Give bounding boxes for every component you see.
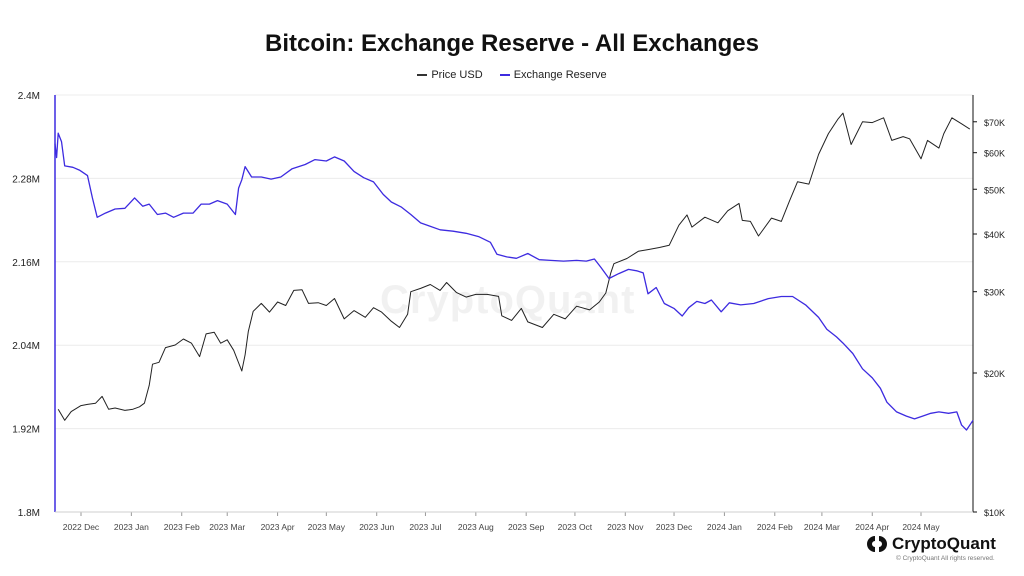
watermark: CryptoQuant [380,278,636,322]
y-left-tick-label: 1.8M [18,508,40,519]
x-tick-label: 2023 Sep [508,522,545,532]
series-line-price [57,112,971,421]
x-tick-label: 2023 Jul [409,522,441,532]
x-tick-label: 2024 Feb [757,522,793,532]
brand-name: CryptoQuant [892,534,996,553]
x-tick-label: 2023 May [308,522,346,532]
x-tick-label: 2023 Jun [359,522,394,532]
brand: CryptoQuant [866,534,996,554]
y-left-tick-label: 2.28M [12,174,40,185]
x-tick-label: 2024 May [902,522,940,532]
y-left-tick-label: 1.92M [12,425,40,436]
y-left-tick-label: 2.16M [12,258,40,269]
x-tick-label: 2023 Oct [558,522,593,532]
y-left-tick-label: 2.04M [12,341,40,352]
x-tick-label: 2023 Jan [114,522,149,532]
y-right-tick-label: $70K [984,118,1005,128]
x-tick-label: 2023 Dec [656,522,693,532]
x-tick-label: 2024 Jan [707,522,742,532]
x-tick-label: 2022 Dec [63,522,100,532]
x-tick-label: 2023 Mar [209,522,245,532]
x-tick-label: 2023 Aug [458,522,494,532]
series-line-reserve [54,132,974,431]
x-tick-label: 2024 Apr [855,522,889,532]
y-left-tick-label: 2.4M [18,91,40,102]
x-tick-label: 2023 Apr [261,522,295,532]
x-tick-label: 2023 Nov [607,522,644,532]
legend-swatch-price [417,74,428,76]
x-tick-label: 2024 Mar [804,522,840,532]
chart-title: Bitcoin: Exchange Reserve - All Exchange… [265,30,759,57]
legend-label-reserve: Exchange Reserve [513,69,607,81]
x-tick-label: 2023 Feb [164,522,200,532]
y-right-tick-label: $30K [984,288,1005,298]
chart-legend: Price USD Exchange Reserve [0,67,1024,81]
y-right-tick-label: $60K [984,149,1005,159]
legend-item-reserve[interactable]: Exchange Reserve [499,69,607,81]
y-right-tick-label: $20K [984,369,1005,379]
legend-swatch-reserve [499,74,510,76]
cryptoquant-logo-icon [867,536,887,552]
y-right-tick-label: $10K [984,508,1005,518]
y-right-tick-label: $40K [984,230,1005,240]
y-right-tick-label: $50K [984,185,1005,195]
copyright-text: © CryptoQuant All rights reserved. [896,555,995,562]
legend-item-price[interactable]: Price USD [417,69,483,81]
legend-label-price: Price USD [431,69,483,81]
